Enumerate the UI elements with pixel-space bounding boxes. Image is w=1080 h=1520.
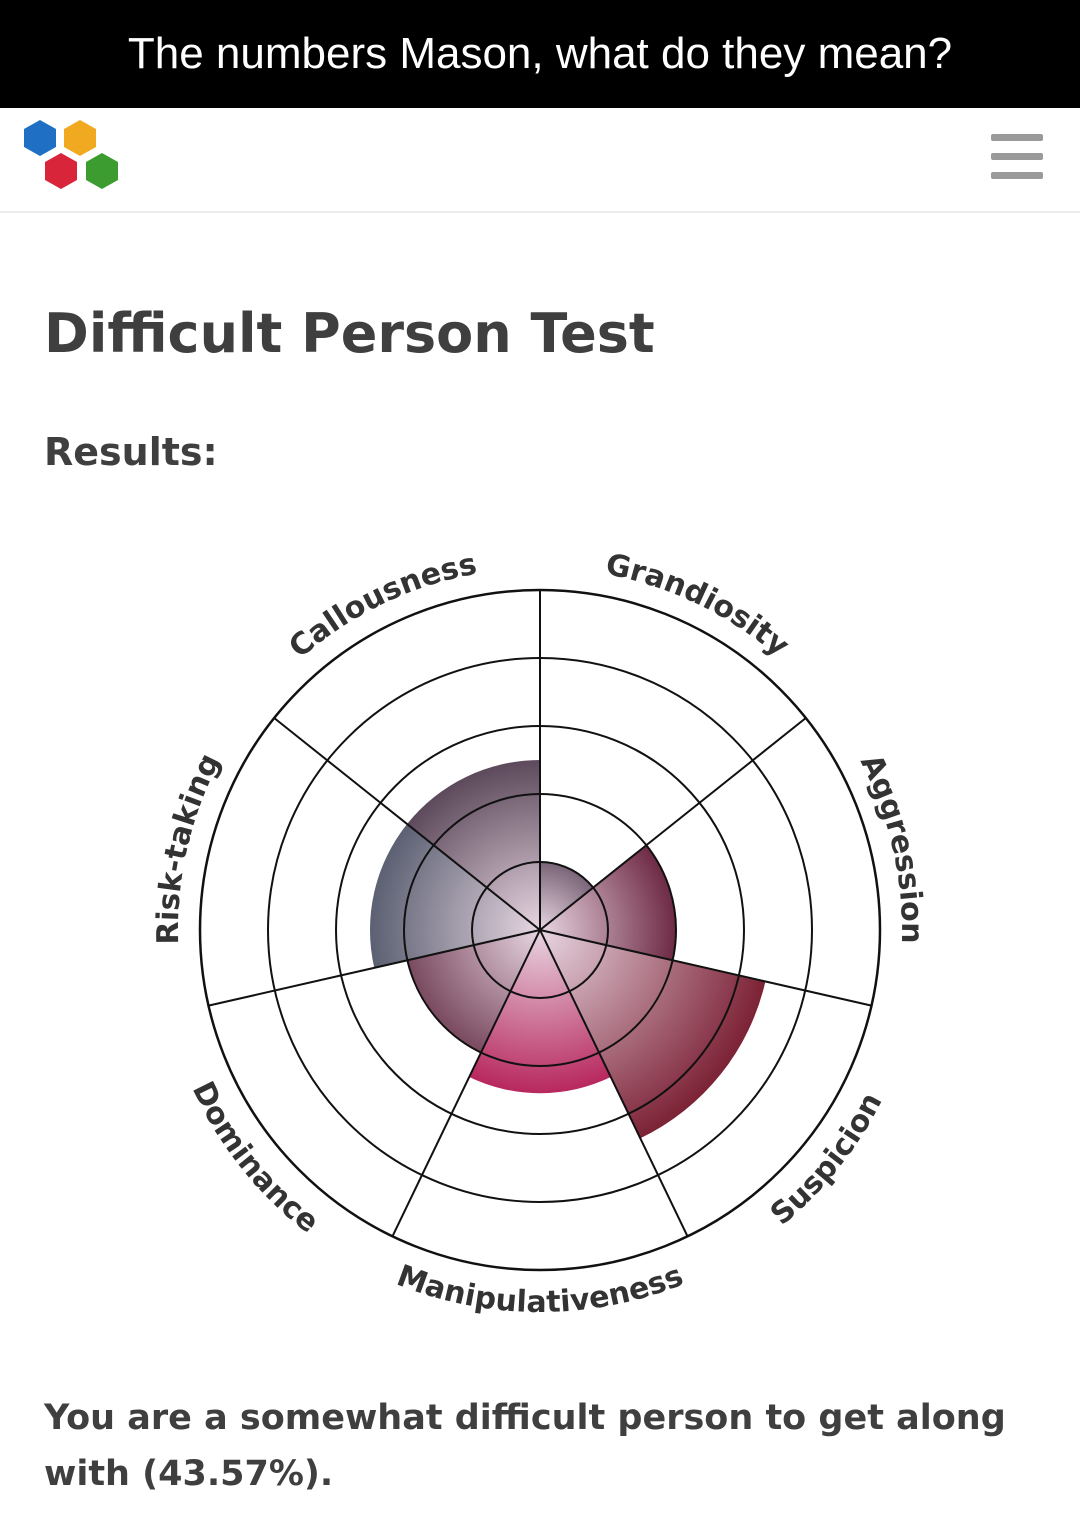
label-dominance: Dominance (185, 1076, 325, 1240)
segment-risk-taking (369, 824, 540, 968)
label-grandiosity: Grandiosity (603, 547, 796, 664)
segment-manipulativeness (469, 930, 611, 1094)
hexagon-cluster-logo-icon[interactable] (18, 116, 126, 204)
polar-area-chart: Grandiosity Aggression Suspicion Manipulati… (151, 547, 929, 1320)
spoke-callousness (273, 717, 541, 931)
meme-caption: The numbers Mason, what do they mean? (0, 0, 1080, 108)
label-aggression: Aggression (853, 749, 929, 944)
segment-suspicion (540, 930, 766, 1139)
label-suspicion: Suspicion (764, 1087, 889, 1232)
results-label: Results: (44, 430, 218, 474)
chart-segments (369, 760, 766, 1139)
spoke-aggression (539, 717, 807, 931)
navbar (0, 108, 1080, 213)
label-risk-taking: Risk-taking (151, 748, 228, 945)
segment-grandiosity (540, 862, 594, 930)
label-manipulativeness: Manipulativeness (392, 1258, 688, 1320)
spoke-risk-taking (208, 929, 541, 1007)
result-summary: You are a somewhat difficult person to g… (44, 1398, 1006, 1494)
spoke-manipulativeness (539, 929, 689, 1237)
page-title: Difficult Person Test (44, 302, 655, 365)
spoke-suspicion (539, 929, 872, 1007)
segment-aggression (540, 845, 676, 961)
hamburger-menu-icon[interactable] (988, 132, 1046, 182)
chart-spokes (208, 590, 872, 1237)
segment-callousness (407, 760, 540, 930)
label-callousness: Callousness (282, 547, 479, 665)
spoke-dominance (391, 929, 541, 1237)
